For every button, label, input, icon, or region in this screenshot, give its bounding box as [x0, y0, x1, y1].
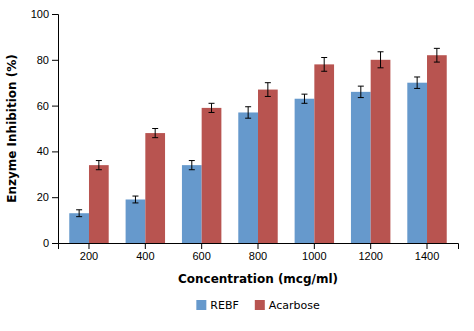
tick-mark	[258, 243, 259, 249]
tick-mark	[201, 243, 202, 249]
tick-label: 1000	[302, 250, 326, 262]
error-bar	[414, 77, 420, 88]
tick-label: 1200	[358, 250, 382, 262]
legend-label: REBF	[210, 299, 238, 312]
error-bar	[209, 103, 215, 112]
legend-label: Acarbose	[269, 299, 320, 312]
tick-label: 100	[31, 8, 49, 20]
error-bar	[152, 129, 158, 138]
bar	[182, 165, 202, 243]
bar	[427, 55, 447, 243]
plot: 0 20 40 60 80 100 200 400 600 800 1000 1200 1400	[31, 8, 459, 262]
tick: 1400	[415, 243, 439, 262]
legend-swatch	[196, 300, 206, 310]
bar	[89, 165, 109, 243]
tick-label: 20	[37, 191, 49, 203]
tick: 40	[37, 145, 58, 157]
tick-mark	[314, 243, 315, 249]
chart: 0 20 40 60 80 100 200 400 600 800 1000 1200 1400 Conc…	[0, 0, 474, 331]
tick-label: 400	[136, 250, 154, 262]
tick: 0	[43, 237, 58, 249]
error-bar	[358, 86, 364, 97]
bar	[69, 213, 89, 243]
bar	[371, 60, 391, 243]
tick-mark	[370, 243, 371, 249]
bar	[314, 64, 334, 243]
tick-mark	[52, 243, 58, 244]
error-bar	[265, 83, 271, 97]
tick: 100	[31, 8, 58, 20]
tick-label: 600	[192, 250, 210, 262]
tick: 200	[80, 243, 98, 262]
tick-mark	[52, 197, 58, 198]
error-bar	[76, 210, 82, 217]
tick-mark	[52, 60, 58, 61]
tick-mark	[88, 243, 89, 249]
tick: 600	[192, 243, 210, 262]
series	[89, 48, 447, 243]
x-axis: 200 400 600 800 1000 1200 1400	[59, 243, 459, 262]
tick-mark	[145, 243, 146, 249]
bar	[238, 112, 258, 243]
tick: 800	[249, 243, 267, 262]
tick-label: 40	[37, 145, 49, 157]
tick-label: 200	[80, 250, 98, 262]
legend-swatch	[255, 300, 265, 310]
legend-item: Acarbose	[255, 299, 320, 312]
tick-mark	[52, 106, 58, 107]
error-bar	[434, 48, 440, 62]
tick: 60	[37, 100, 58, 112]
tick-label: 0	[43, 237, 49, 249]
error-bar	[132, 196, 138, 203]
error-bar	[245, 107, 251, 118]
bar	[351, 92, 371, 243]
legend-item: REBF	[196, 299, 238, 312]
bar	[126, 199, 146, 243]
tick-label: 80	[37, 54, 49, 66]
error-bar	[189, 161, 195, 170]
marks	[69, 48, 446, 243]
tick: 20	[37, 191, 58, 203]
tick-mark	[52, 151, 58, 152]
legend: REBF Acarbose	[196, 299, 320, 312]
bar	[202, 108, 222, 243]
axis-line	[59, 244, 459, 250]
error-bar	[96, 161, 102, 170]
error-bar	[301, 94, 307, 103]
tick-mark	[427, 243, 428, 249]
tick-label: 1400	[415, 250, 439, 262]
y-axis-title: Enzyme Inhibition (%)	[5, 54, 19, 203]
tick-label: 60	[37, 100, 49, 112]
tick: 80	[37, 54, 58, 66]
tick: 1200	[358, 243, 382, 262]
tick: 1000	[302, 243, 326, 262]
bar	[295, 99, 315, 243]
bar	[145, 133, 165, 243]
error-bar	[378, 52, 384, 68]
bar	[407, 83, 427, 243]
tick-label: 800	[249, 250, 267, 262]
tick: 400	[136, 243, 154, 262]
bar	[258, 90, 278, 243]
y-axis: 0 20 40 60 80 100	[31, 8, 59, 249]
axis-line	[52, 15, 59, 244]
tick-mark	[52, 14, 58, 15]
error-bar	[321, 58, 327, 72]
x-axis-title: Concentration (mcg/ml)	[178, 272, 338, 286]
